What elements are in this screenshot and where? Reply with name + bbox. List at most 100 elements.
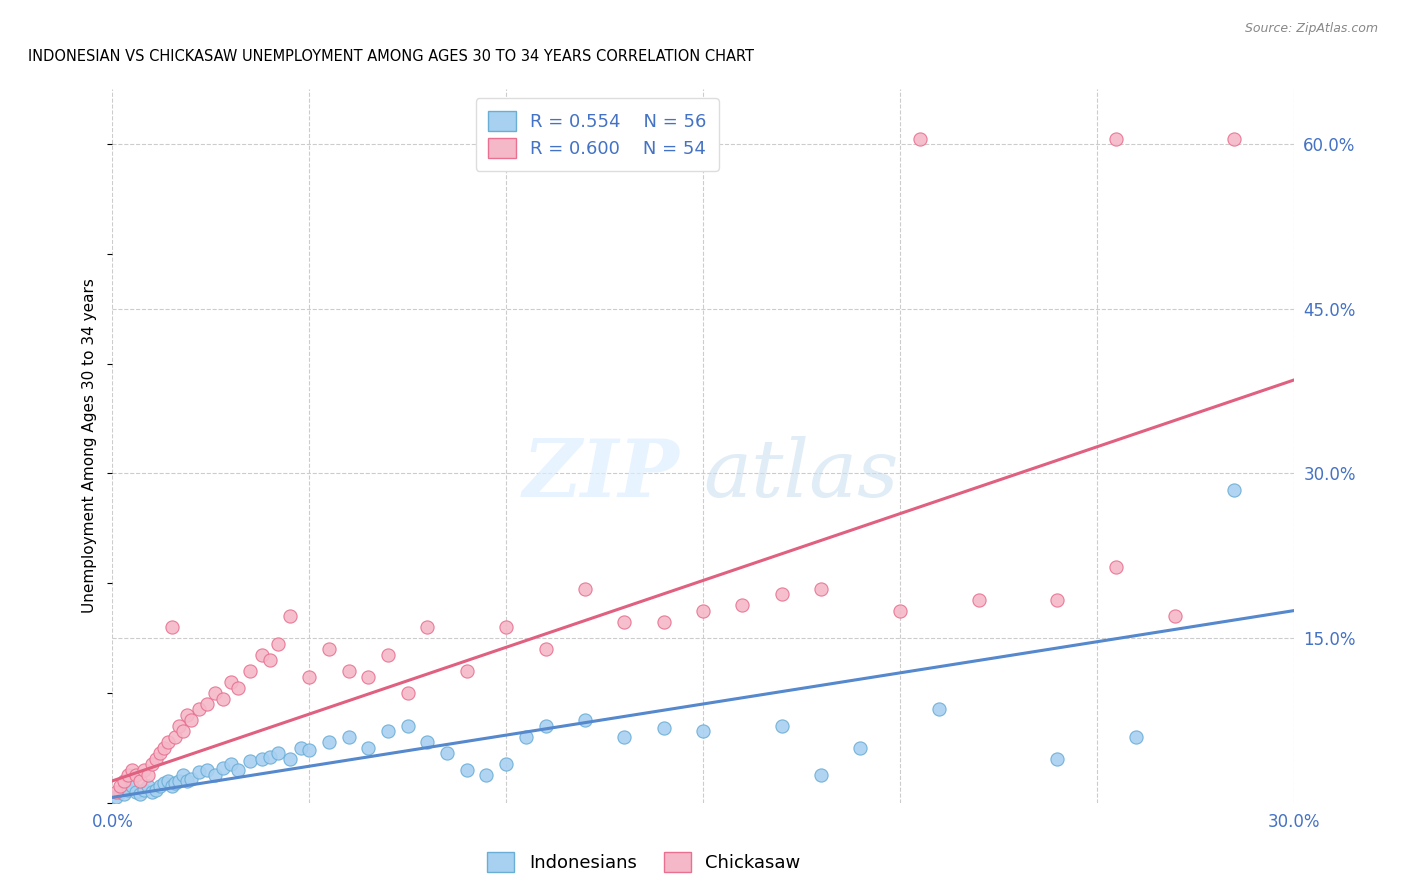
- Point: [141, 757, 163, 772]
- Point: [211, 691, 233, 706]
- Point: [132, 782, 155, 797]
- Point: [267, 747, 290, 761]
- Point: [169, 773, 191, 788]
- Point: [318, 735, 340, 749]
- Point: [160, 620, 183, 634]
- Text: Source: ZipAtlas.com: Source: ZipAtlas.com: [1244, 22, 1378, 36]
- Point: [475, 768, 498, 782]
- Point: [112, 773, 135, 788]
- Point: [110, 785, 132, 799]
- Point: [160, 780, 183, 794]
- Point: [211, 761, 233, 775]
- Point: [145, 782, 167, 797]
- Point: [652, 721, 675, 735]
- Text: atlas: atlas: [703, 436, 898, 513]
- Point: [298, 669, 321, 683]
- Point: [1223, 483, 1246, 497]
- Point: [456, 763, 478, 777]
- Point: [129, 773, 152, 788]
- Text: ZIP: ZIP: [523, 436, 679, 513]
- Point: [357, 740, 380, 755]
- Point: [219, 757, 242, 772]
- Point: [1105, 559, 1128, 574]
- Point: [117, 782, 139, 797]
- Point: [849, 740, 872, 755]
- Point: [337, 730, 360, 744]
- Point: [228, 681, 250, 695]
- Point: [188, 765, 211, 780]
- Point: [1164, 609, 1187, 624]
- Point: [416, 735, 439, 749]
- Point: [110, 780, 132, 794]
- Text: INDONESIAN VS CHICKASAW UNEMPLOYMENT AMONG AGES 30 TO 34 YEARS CORRELATION CHART: INDONESIAN VS CHICKASAW UNEMPLOYMENT AMO…: [28, 49, 754, 64]
- Point: [534, 719, 557, 733]
- Point: [731, 598, 754, 612]
- Point: [692, 724, 714, 739]
- Point: [121, 763, 143, 777]
- Point: [1223, 131, 1246, 145]
- Point: [195, 763, 218, 777]
- Point: [515, 730, 537, 744]
- Point: [613, 615, 636, 629]
- Point: [250, 752, 273, 766]
- Point: [117, 768, 139, 782]
- Point: [1125, 730, 1147, 744]
- Point: [176, 773, 198, 788]
- Point: [928, 702, 950, 716]
- Point: [219, 675, 242, 690]
- Point: [141, 785, 163, 799]
- Point: [188, 702, 211, 716]
- Point: [290, 740, 312, 755]
- Point: [172, 768, 194, 782]
- Point: [204, 768, 226, 782]
- Point: [136, 780, 159, 794]
- Point: [416, 620, 439, 634]
- Point: [267, 637, 290, 651]
- Point: [259, 653, 281, 667]
- Point: [172, 724, 194, 739]
- Point: [889, 604, 911, 618]
- Point: [377, 648, 399, 662]
- Point: [125, 785, 148, 799]
- Point: [228, 763, 250, 777]
- Point: [908, 131, 931, 145]
- Point: [156, 735, 179, 749]
- Point: [136, 768, 159, 782]
- Point: [337, 664, 360, 678]
- Point: [495, 757, 517, 772]
- Point: [357, 669, 380, 683]
- Point: [129, 787, 152, 801]
- Point: [278, 752, 301, 766]
- Point: [169, 719, 191, 733]
- Point: [377, 724, 399, 739]
- Point: [574, 582, 596, 596]
- Point: [652, 615, 675, 629]
- Point: [1046, 592, 1069, 607]
- Point: [396, 686, 419, 700]
- Point: [165, 776, 187, 790]
- Point: [250, 648, 273, 662]
- Point: [125, 768, 148, 782]
- Point: [574, 714, 596, 728]
- Point: [534, 642, 557, 657]
- Point: [176, 708, 198, 723]
- Point: [239, 754, 262, 768]
- Point: [495, 620, 517, 634]
- Point: [810, 768, 832, 782]
- Point: [770, 587, 793, 601]
- Legend: Indonesians, Chickasaw: Indonesians, Chickasaw: [479, 845, 808, 880]
- Point: [165, 730, 187, 744]
- Point: [195, 697, 218, 711]
- Point: [456, 664, 478, 678]
- Point: [204, 686, 226, 700]
- Point: [259, 749, 281, 764]
- Point: [692, 604, 714, 618]
- Point: [180, 714, 202, 728]
- Point: [156, 773, 179, 788]
- Point: [318, 642, 340, 657]
- Point: [298, 743, 321, 757]
- Point: [152, 740, 174, 755]
- Point: [1105, 131, 1128, 145]
- Point: [149, 780, 172, 794]
- Point: [152, 776, 174, 790]
